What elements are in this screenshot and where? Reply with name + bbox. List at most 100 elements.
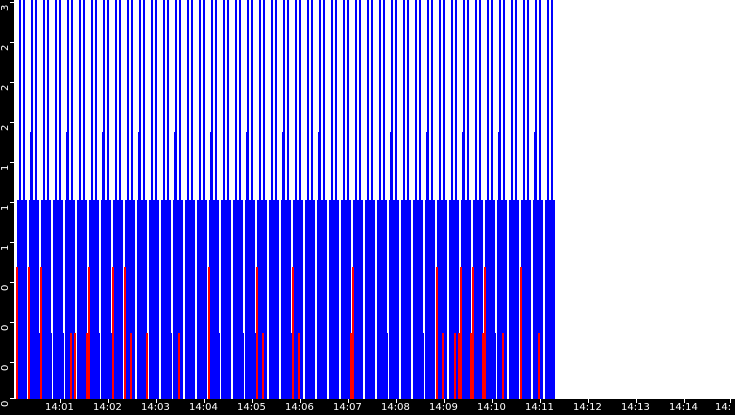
bar — [127, 0, 129, 399]
bar — [485, 200, 487, 399]
bar — [61, 200, 63, 399]
bar — [38, 333, 40, 399]
y-tick-label: 3 — [0, 4, 11, 11]
bar — [511, 0, 513, 399]
bar — [505, 200, 507, 399]
bar — [98, 333, 100, 399]
bar — [515, 0, 517, 399]
bar — [355, 0, 357, 399]
bar — [138, 132, 140, 399]
bar — [297, 200, 299, 399]
bar — [109, 200, 111, 399]
bar — [259, 0, 261, 399]
y-tick-mark — [10, 398, 14, 399]
x-tick-mark — [588, 399, 589, 403]
y-tick-label: 2 — [0, 124, 11, 131]
bar — [57, 200, 59, 399]
bar — [514, 333, 516, 399]
y-tick-label: 0 — [0, 324, 11, 331]
bar — [149, 200, 151, 399]
x-tick-mark — [492, 399, 493, 403]
bar — [319, 0, 321, 399]
bar — [95, 0, 97, 399]
bar — [436, 267, 438, 399]
bar — [551, 0, 553, 399]
bar — [458, 333, 460, 399]
bar — [181, 200, 183, 399]
x-tick-label: 14:08 — [381, 402, 410, 413]
y-axis: 3 2 2 2 1 1 1 0 0 0 0 — [0, 0, 14, 407]
bar — [439, 0, 441, 399]
bar — [222, 267, 224, 399]
bar — [421, 200, 423, 399]
bar — [237, 200, 239, 399]
x-tick-mark — [540, 399, 541, 403]
bar — [175, 0, 177, 399]
bar — [549, 200, 551, 399]
bar — [482, 333, 484, 399]
bar — [526, 333, 528, 399]
bar — [383, 0, 385, 399]
bar — [66, 132, 68, 399]
bar — [249, 200, 251, 399]
y-tick-label: 1 — [0, 204, 11, 211]
bar — [290, 333, 292, 399]
bar — [113, 200, 115, 399]
x-tick-label: 14:10 — [477, 402, 506, 413]
bar — [361, 200, 363, 399]
bar — [208, 267, 210, 399]
bar — [70, 333, 72, 399]
bar — [546, 267, 548, 399]
x-tick-label: 14:14 — [669, 402, 698, 413]
bar — [467, 0, 469, 399]
bar — [451, 0, 453, 399]
bar — [85, 200, 87, 399]
bar — [217, 200, 219, 399]
y-tick-label: 0 — [0, 364, 11, 371]
bar — [397, 200, 399, 399]
x-tick-mark — [108, 399, 109, 403]
bar — [415, 0, 417, 399]
bar — [417, 200, 419, 399]
y-tick-label: 1 — [0, 164, 11, 171]
bar — [275, 0, 277, 399]
bar — [199, 0, 201, 399]
bar — [102, 132, 104, 399]
bar — [465, 200, 467, 399]
bar — [178, 333, 180, 399]
bar — [477, 200, 479, 399]
bar — [359, 0, 361, 399]
bar — [409, 200, 411, 399]
bar — [227, 0, 229, 399]
bar — [357, 200, 359, 399]
bar — [223, 0, 225, 399]
bar — [25, 200, 27, 399]
bar — [202, 333, 204, 399]
bar — [55, 0, 57, 399]
bar — [487, 0, 489, 399]
bar — [97, 200, 99, 399]
y-tick: 2 — [0, 121, 14, 133]
bar — [541, 200, 543, 399]
y-tick-mark — [10, 82, 14, 83]
bar — [379, 0, 381, 399]
bar — [203, 0, 205, 399]
bar — [287, 0, 289, 399]
bar — [527, 0, 529, 399]
bar — [535, 0, 537, 399]
bar — [262, 333, 264, 399]
bar — [261, 200, 263, 399]
y-tick: 2 — [0, 81, 14, 93]
bar — [77, 200, 79, 399]
bar — [349, 200, 351, 399]
bar — [472, 267, 474, 399]
bar — [466, 333, 468, 399]
bar — [215, 0, 217, 399]
bar — [313, 200, 315, 399]
x-tick-label: 14:11 — [525, 402, 554, 413]
bar — [539, 0, 541, 399]
bar — [391, 0, 393, 399]
bar — [177, 200, 179, 399]
bar — [385, 200, 387, 399]
